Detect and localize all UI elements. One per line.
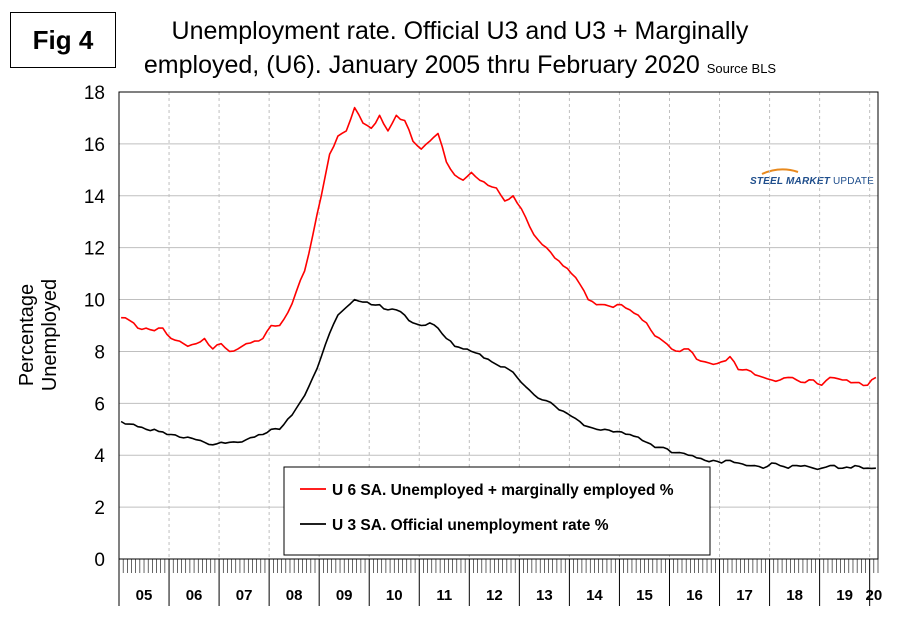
legend-box [283,466,711,556]
series-lines [120,106,877,471]
y-tick-label: 0 [94,550,105,571]
figure-label: Fig 4 [32,24,94,55]
x-tick-label: 13 [536,587,553,604]
y-tick-label: 14 [84,187,106,208]
figure-label-box: Fig 4 [10,12,116,68]
x-tick-label: 11 [436,587,452,604]
x-tick-label: 16 [686,587,703,604]
x-tick-label: 14 [586,587,603,604]
x-axis: 05 06 07 08 09 10 11 12 13 14 15 16 17 18 19 20 [118,559,882,606]
x-tick-label: 18 [786,587,803,604]
u3-series-line [120,298,876,471]
title-line-2-text: employed, (U6). January 2005 thru Februa… [143,51,700,79]
x-tick-label: 08 [286,587,303,604]
y-tick-label: 18 [84,83,105,104]
source-note: Source BLS [706,61,777,76]
x-tick-label: 06 [186,587,203,604]
legend-label: U 3 SA. Official unemployment rate % [332,517,609,534]
x-tick-label: 17 [736,587,753,604]
logo-text-bold: STEEL MARKET [750,176,830,187]
title-line-2: employed, (U6). January 2005 thru Februa… [130,48,790,86]
chart-title: Unemployment rate. Official U3 and U3 + … [130,14,790,86]
legend-label: U 6 SA. Unemployed + marginally employed… [332,482,674,499]
y-tick-label: 16 [84,135,105,156]
x-tick-label: 19 [836,587,853,604]
x-tick-label: 15 [636,587,653,604]
y-tick-label: 8 [94,342,105,363]
y-tick-label: 2 [94,498,105,519]
logo-swoosh-icon [761,168,799,175]
x-tick-label: 09 [336,587,353,604]
y-tick-label: 12 [84,239,105,260]
legend: U 6 SA. Unemployed + marginally employed… [283,466,711,556]
x-tick-label: 05 [136,587,153,604]
x-tick-label: 12 [486,587,503,604]
x-tick-label: 10 [386,587,403,604]
y-tick-label: 6 [94,394,105,415]
gridlines [119,92,878,559]
x-tick-label: 20 [865,587,882,604]
u6-series-line [121,106,877,387]
logo-text: STEEL MARKET UPDATE [750,176,874,187]
y-tick-label: 10 [84,291,105,312]
x-tick-label: 07 [236,587,253,604]
y-axis-ticks: 0 2 4 6 8 10 12 14 16 18 [84,83,106,571]
logo-text-rest: UPDATE [830,176,874,187]
y-tick-label: 4 [94,446,105,467]
title-line-1: Unemployment rate. Official U3 and U3 + … [171,17,749,45]
steel-market-update-logo: STEEL MARKET UPDATE [742,168,874,198]
